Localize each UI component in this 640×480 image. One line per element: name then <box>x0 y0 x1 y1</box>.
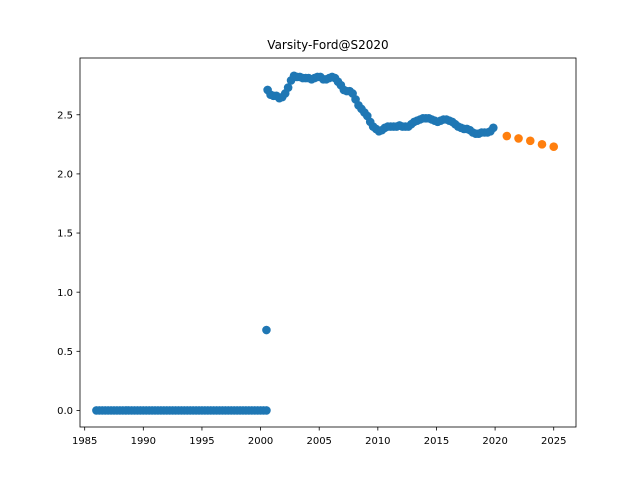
data-point <box>262 325 271 335</box>
plot-marks <box>92 71 559 415</box>
x-axis: 1985 1990 1995 2000 2005 2010 2015 2020 2025 <box>72 427 566 447</box>
data-point <box>262 406 271 415</box>
y-tick-label: 2.0 <box>57 170 73 181</box>
y-tick-label: 1.5 <box>57 229 73 240</box>
x-tick-label: 2005 <box>306 436 331 447</box>
x-tick-label: 2015 <box>424 436 449 447</box>
x-tick-label: 2000 <box>248 436 273 447</box>
x-tick-label: 1990 <box>131 436 156 447</box>
x-tick-label: 2020 <box>482 436 507 447</box>
data-point <box>489 123 498 133</box>
data-point <box>537 140 547 149</box>
x-tick-label: 2010 <box>365 436 390 447</box>
data-point <box>514 134 523 143</box>
data-point <box>283 83 293 92</box>
y-tick-label: 0.0 <box>57 406 73 417</box>
y-axis: 0.0 0.5 1.0 1.5 2.0 2.5 <box>57 110 80 417</box>
x-tick-label: 1985 <box>72 436 97 447</box>
series-1 <box>502 131 559 151</box>
chart-title: Varsity-Ford@S2020 <box>267 38 388 52</box>
y-tick-label: 2.5 <box>57 110 73 121</box>
x-tick-label: 1995 <box>189 436 214 447</box>
data-point <box>525 136 535 146</box>
data-point <box>502 131 512 141</box>
data-point <box>549 142 559 151</box>
y-tick-label: 1.0 <box>57 288 73 299</box>
x-tick-label: 2025 <box>541 436 566 447</box>
series-0 <box>92 71 498 415</box>
axes-frame <box>79 57 577 428</box>
y-tick-label: 0.5 <box>57 347 73 358</box>
